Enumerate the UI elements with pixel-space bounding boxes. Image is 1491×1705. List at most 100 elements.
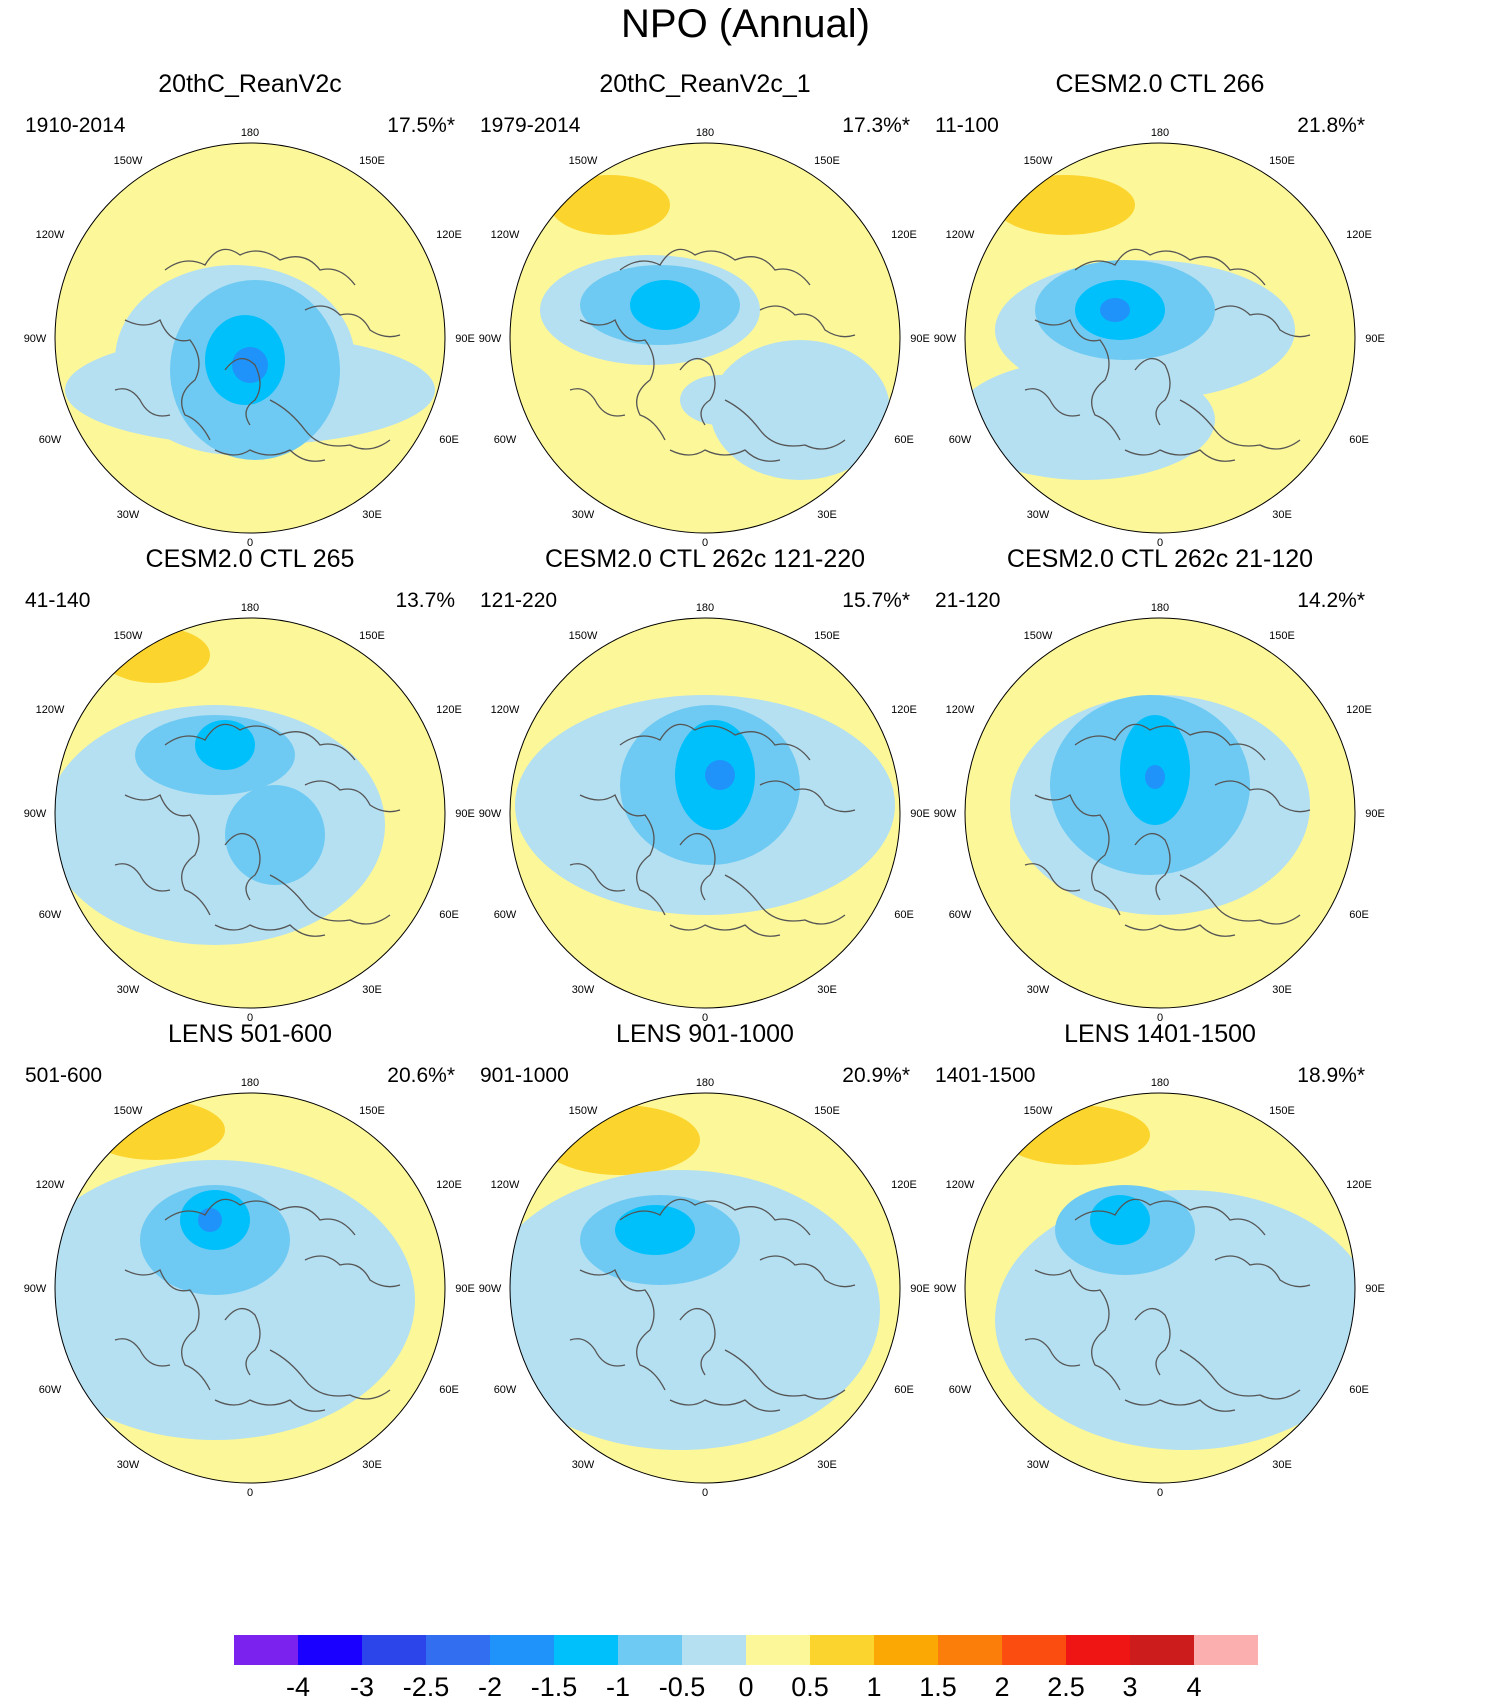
anomaly-contour bbox=[995, 175, 1135, 235]
map-panel: 180 150W 150E 120W 120E 90W 90E 60W 60E … bbox=[470, 1020, 940, 1525]
lon-label-120e: 120E bbox=[1346, 229, 1372, 241]
colorbar-label: -4 bbox=[285, 1672, 310, 1702]
panel-variance: 15.7%* bbox=[842, 589, 910, 612]
lon-label-60w: 60W bbox=[494, 434, 517, 446]
lon-label-30w: 30W bbox=[1027, 509, 1050, 521]
lon-label-60e: 60E bbox=[439, 1384, 459, 1396]
lon-label-120e: 120E bbox=[891, 704, 917, 716]
lon-label-90e: 90E bbox=[455, 1283, 475, 1295]
polar-map: 180 150W 150E 120W 120E 90W 90E 60W 60E … bbox=[479, 127, 930, 549]
colorbar-swatch bbox=[490, 1635, 554, 1665]
panel-variance: 17.5%* bbox=[387, 114, 455, 137]
panel-title: CESM2.0 CTL 262c 121-220 bbox=[544, 545, 866, 573]
lon-label-60e: 60E bbox=[1349, 1384, 1369, 1396]
panel-period: 41-140 bbox=[25, 589, 91, 612]
map-panel: 180 150W 150E 120W 120E 90W 90E 60W 60E … bbox=[925, 545, 1395, 1050]
polar-map: 180 150W 150E 120W 120E 90W 90E 60W 60E … bbox=[934, 1077, 1385, 1499]
lon-label-90e: 90E bbox=[1365, 1283, 1385, 1295]
lon-label-60w: 60W bbox=[494, 909, 517, 921]
panel-title: LENS 1401-1500 bbox=[1064, 1020, 1256, 1048]
lon-label-150w: 150W bbox=[1024, 1105, 1053, 1117]
anomaly-contour bbox=[1145, 765, 1165, 789]
lon-label-90e: 90E bbox=[910, 1283, 930, 1295]
lon-label-150e: 150E bbox=[1269, 630, 1295, 642]
map-panel: 180 150W 150E 120W 120E 90W 90E 60W 60E … bbox=[15, 545, 485, 1050]
colorbar-label: 2 bbox=[994, 1672, 1010, 1702]
lon-label-0: 0 bbox=[247, 1487, 253, 1499]
lon-label-150e: 150E bbox=[1269, 155, 1295, 167]
lon-label-150e: 150E bbox=[814, 1105, 840, 1117]
lon-label-150w: 150W bbox=[1024, 630, 1053, 642]
lon-label-90w: 90W bbox=[479, 333, 502, 345]
panel-period: 1401-1500 bbox=[935, 1064, 1036, 1087]
lon-label-120w: 120W bbox=[946, 704, 975, 716]
colorbar-swatch bbox=[234, 1635, 298, 1665]
anomaly-contour bbox=[630, 280, 700, 330]
anomaly-contour bbox=[55, 1160, 415, 1440]
lon-label-0: 0 bbox=[702, 1012, 708, 1024]
anomaly-contour bbox=[680, 375, 760, 425]
lon-label-90w: 90W bbox=[934, 808, 957, 820]
lon-label-90e: 90E bbox=[1365, 333, 1385, 345]
anomaly-contour bbox=[1000, 1105, 1150, 1165]
lon-label-60w: 60W bbox=[494, 1384, 517, 1396]
lon-label-150w: 150W bbox=[114, 155, 143, 167]
polar-map: 180 150W 150E 120W 120E 90W 90E 60W 60E … bbox=[24, 1077, 475, 1499]
lon-label-120w: 120W bbox=[946, 229, 975, 241]
lon-label-30w: 30W bbox=[117, 509, 140, 521]
colorbar-label: -1.5 bbox=[530, 1672, 578, 1702]
lon-label-180: 180 bbox=[696, 602, 714, 614]
lon-label-90w: 90W bbox=[934, 1283, 957, 1295]
lon-label-150e: 150E bbox=[814, 155, 840, 167]
anomaly-contour bbox=[415, 335, 445, 365]
lon-label-60w: 60W bbox=[949, 434, 972, 446]
lon-label-0: 0 bbox=[247, 1012, 253, 1024]
lon-label-150w: 150W bbox=[569, 1105, 598, 1117]
lon-label-60w: 60W bbox=[39, 1384, 62, 1396]
lon-label-150w: 150W bbox=[114, 630, 143, 642]
panel-title: 20thC_ReanV2c_1 bbox=[599, 70, 811, 98]
anomaly-contour bbox=[198, 1208, 222, 1232]
lon-label-150e: 150E bbox=[1269, 1105, 1295, 1117]
anomaly-contour bbox=[540, 1105, 700, 1175]
lon-label-0: 0 bbox=[247, 537, 253, 549]
lon-label-30w: 30W bbox=[1027, 1459, 1050, 1471]
colorbar-label: 0 bbox=[738, 1672, 754, 1702]
colorbar-swatch bbox=[1066, 1635, 1130, 1665]
lon-label-30e: 30E bbox=[1272, 984, 1292, 996]
lon-label-0: 0 bbox=[702, 537, 708, 549]
anomaly-contour bbox=[550, 175, 670, 235]
lon-label-120w: 120W bbox=[491, 1179, 520, 1191]
polar-map: 180 150W 150E 120W 120E 90W 90E 60W 60E … bbox=[479, 602, 930, 1024]
lon-label-90e: 90E bbox=[1365, 808, 1385, 820]
lon-label-60w: 60W bbox=[39, 909, 62, 921]
lon-label-0: 0 bbox=[1157, 1487, 1163, 1499]
lon-label-30w: 30W bbox=[572, 509, 595, 521]
lon-label-120e: 120E bbox=[1346, 1179, 1372, 1191]
colorbar-swatch bbox=[810, 1635, 874, 1665]
lon-label-60e: 60E bbox=[1349, 434, 1369, 446]
panel-title: LENS 501-600 bbox=[167, 1020, 332, 1048]
anomaly-contour bbox=[965, 360, 1215, 480]
lon-label-90w: 90W bbox=[24, 1283, 47, 1295]
panel-period: 501-600 bbox=[25, 1064, 103, 1087]
colorbar-label: 1.5 bbox=[919, 1672, 957, 1702]
panel-variance: 20.9%* bbox=[842, 1064, 910, 1087]
map-panel: 180 150W 150E 120W 120E 90W 90E 60W 60E … bbox=[470, 545, 940, 1050]
panel-period: 11-100 bbox=[935, 114, 999, 137]
lon-label-60e: 60E bbox=[1349, 909, 1369, 921]
lon-label-180: 180 bbox=[696, 127, 714, 139]
lon-label-150e: 150E bbox=[359, 1105, 385, 1117]
panel-title: CESM2.0 CTL 265 bbox=[145, 545, 355, 573]
colorbar-label: -1 bbox=[605, 1672, 630, 1702]
panel-variance: 21.8%* bbox=[1297, 114, 1365, 137]
lon-label-30w: 30W bbox=[572, 984, 595, 996]
colorbar-swatch bbox=[682, 1635, 746, 1665]
lon-label-30w: 30W bbox=[117, 1459, 140, 1471]
lon-label-150w: 150W bbox=[114, 1105, 143, 1117]
anomaly-contour bbox=[1090, 1195, 1150, 1245]
lon-label-120w: 120W bbox=[36, 229, 65, 241]
lon-label-150w: 150W bbox=[1024, 155, 1053, 167]
lon-label-120w: 120W bbox=[491, 704, 520, 716]
colorbar-swatch bbox=[554, 1635, 618, 1665]
